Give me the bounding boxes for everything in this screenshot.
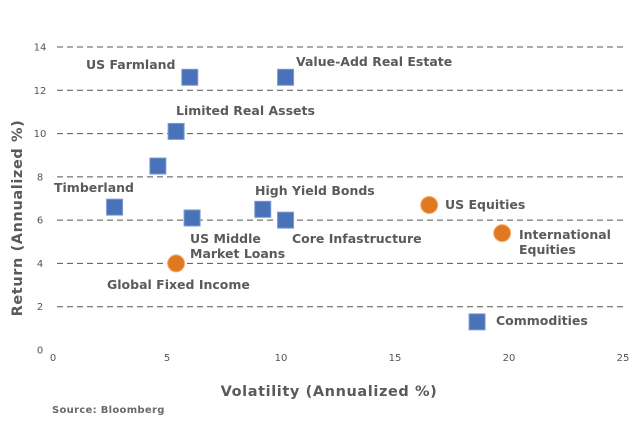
y-tick-label-4: 4 [37, 259, 43, 270]
y-tick-label-14: 14 [34, 43, 47, 54]
point-label-9: US Equities [445, 197, 525, 212]
point-labels: US Farmland Value-Add Real Estate Limited … [54, 54, 611, 328]
x-tick-label-5: 5 [164, 353, 170, 364]
point-label-5: US Middle Market Loans [190, 231, 285, 261]
data-point-circle-9 [420, 195, 439, 214]
x-tick-label-15: 15 [389, 353, 402, 364]
point-label-10: International Equities [519, 227, 611, 257]
point-label-0: US Farmland [86, 57, 176, 72]
data-point-circle-10 [493, 224, 512, 243]
x-tick-label-25: 25 [617, 353, 630, 364]
data-point-square-3 [149, 157, 167, 175]
point-label-line: US Middle [190, 231, 261, 246]
y-tick-label-0: 0 [37, 346, 43, 357]
data-point-square-11 [468, 313, 486, 331]
point-label-line: International [519, 227, 611, 242]
y-tick-label-6: 6 [37, 216, 43, 227]
data-point-square-0 [181, 68, 199, 86]
data-point-circle-8 [167, 254, 186, 273]
x-tick-label-20: 20 [503, 353, 516, 364]
y-tick-label-2: 2 [37, 302, 43, 313]
y-tick-label-10: 10 [34, 129, 47, 140]
data-points [106, 68, 512, 331]
point-label-11: Commodities [496, 313, 588, 328]
gridlines [57, 46, 623, 308]
axis-ticks: 0 2 4 6 8 10 12 14 0 5 10 15 20 25 [34, 43, 630, 365]
x-axis-title: Volatility (Annualized %) [221, 384, 438, 400]
point-label-4: Timberland [54, 180, 134, 195]
point-label-6: High Yield Bonds [255, 183, 375, 198]
data-point-square-5 [183, 209, 201, 227]
point-label-8: Global Fixed Income [107, 277, 250, 292]
y-tick-label-8: 8 [37, 172, 43, 183]
data-point-square-6 [254, 200, 272, 218]
point-label-line: Equities [519, 242, 576, 257]
data-point-square-2 [167, 122, 185, 140]
data-point-square-7 [277, 211, 295, 229]
y-tick-label-12: 12 [34, 86, 47, 97]
point-label-1: Value-Add Real Estate [296, 54, 452, 69]
data-point-square-4 [106, 198, 124, 216]
point-label-line: Market Loans [190, 246, 285, 261]
x-tick-label-10: 10 [275, 353, 288, 364]
y-axis-title: Return (Annualized %) [10, 120, 26, 317]
source-note: Source: Bloomberg [52, 405, 165, 416]
x-tick-label-0: 0 [50, 353, 56, 364]
point-label-7: Core Infastructure [292, 231, 422, 246]
point-label-2: Limited Real Assets [176, 103, 315, 118]
data-point-square-1 [277, 68, 295, 86]
